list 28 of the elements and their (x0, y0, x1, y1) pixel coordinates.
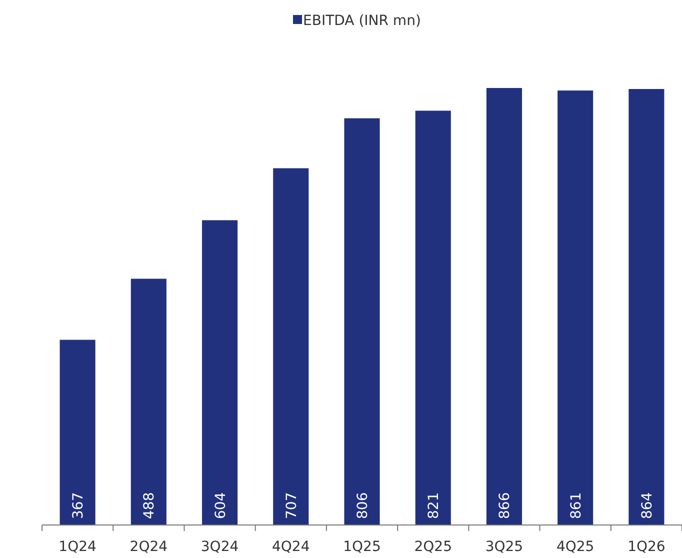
bar (628, 89, 664, 525)
bar (130, 278, 166, 525)
data-label: 707 (284, 492, 300, 519)
data-label: 367 (70, 492, 87, 519)
bar (486, 88, 522, 525)
x-tick-label: 2Q25 (414, 539, 452, 555)
data-label: 604 (212, 492, 229, 519)
data-label: 861 (568, 492, 584, 519)
data-label: 821 (426, 492, 442, 519)
x-tick-label: 2Q24 (130, 539, 168, 555)
data-label: 806 (355, 492, 371, 519)
x-tick-label: 1Q24 (58, 539, 97, 555)
bar (202, 220, 238, 525)
data-label: 488 (142, 492, 158, 519)
x-tick-label: 1Q26 (628, 539, 666, 555)
bar (344, 118, 380, 525)
x-tick-label: 1Q25 (343, 539, 381, 555)
x-tick-label: 4Q25 (556, 539, 594, 555)
data-label: 864 (639, 492, 656, 519)
x-tick-label: 4Q24 (272, 539, 310, 555)
data-label: 866 (497, 492, 514, 519)
bar (558, 90, 594, 525)
x-tick-label: 3Q24 (200, 539, 239, 555)
bar (273, 168, 309, 525)
bar (415, 110, 451, 525)
legend-label: EBITDA (INR mn) (303, 13, 421, 29)
x-tick-label: 3Q25 (485, 539, 524, 555)
bar (60, 340, 96, 525)
